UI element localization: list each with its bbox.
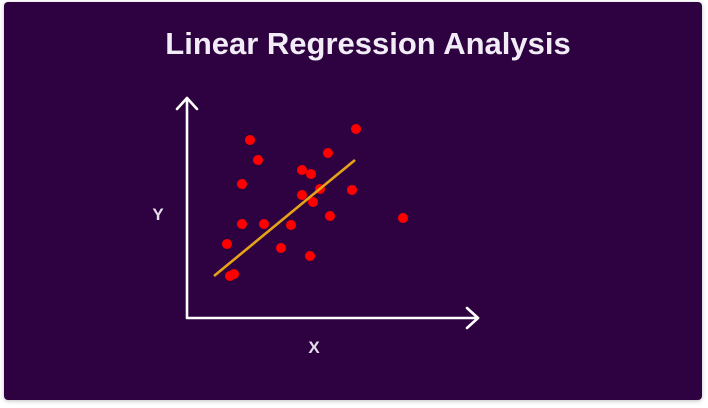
data-point — [259, 219, 269, 229]
data-point — [237, 179, 247, 189]
data-point — [229, 269, 239, 279]
data-point — [245, 135, 255, 145]
data-point — [398, 213, 408, 223]
data-point — [305, 251, 315, 261]
data-points — [222, 124, 408, 281]
data-point — [347, 185, 357, 195]
regression-line — [213, 158, 356, 278]
data-point — [325, 211, 335, 221]
data-point — [351, 124, 361, 134]
data-point — [276, 243, 286, 253]
data-point — [308, 197, 318, 207]
chart-title: Linear Regression Analysis — [165, 26, 570, 61]
axes — [175, 96, 480, 330]
data-point — [222, 239, 232, 249]
data-point — [297, 165, 307, 175]
axes-line — [185, 96, 480, 320]
data-point — [286, 220, 296, 230]
x-axis-label: X — [308, 338, 320, 357]
data-point — [297, 190, 307, 200]
data-point — [253, 155, 263, 165]
y-axis-label: Y — [152, 205, 164, 224]
data-point — [237, 219, 247, 229]
y-axis-arrowhead — [175, 96, 199, 111]
data-point — [323, 148, 333, 158]
x-axis-arrowhead — [465, 306, 480, 330]
regression-chart: Linear Regression Analysis Y X — [4, 2, 702, 400]
data-point — [306, 169, 316, 179]
chart-frame: Linear Regression Analysis Y X — [4, 2, 702, 400]
chart-background — [4, 2, 702, 400]
